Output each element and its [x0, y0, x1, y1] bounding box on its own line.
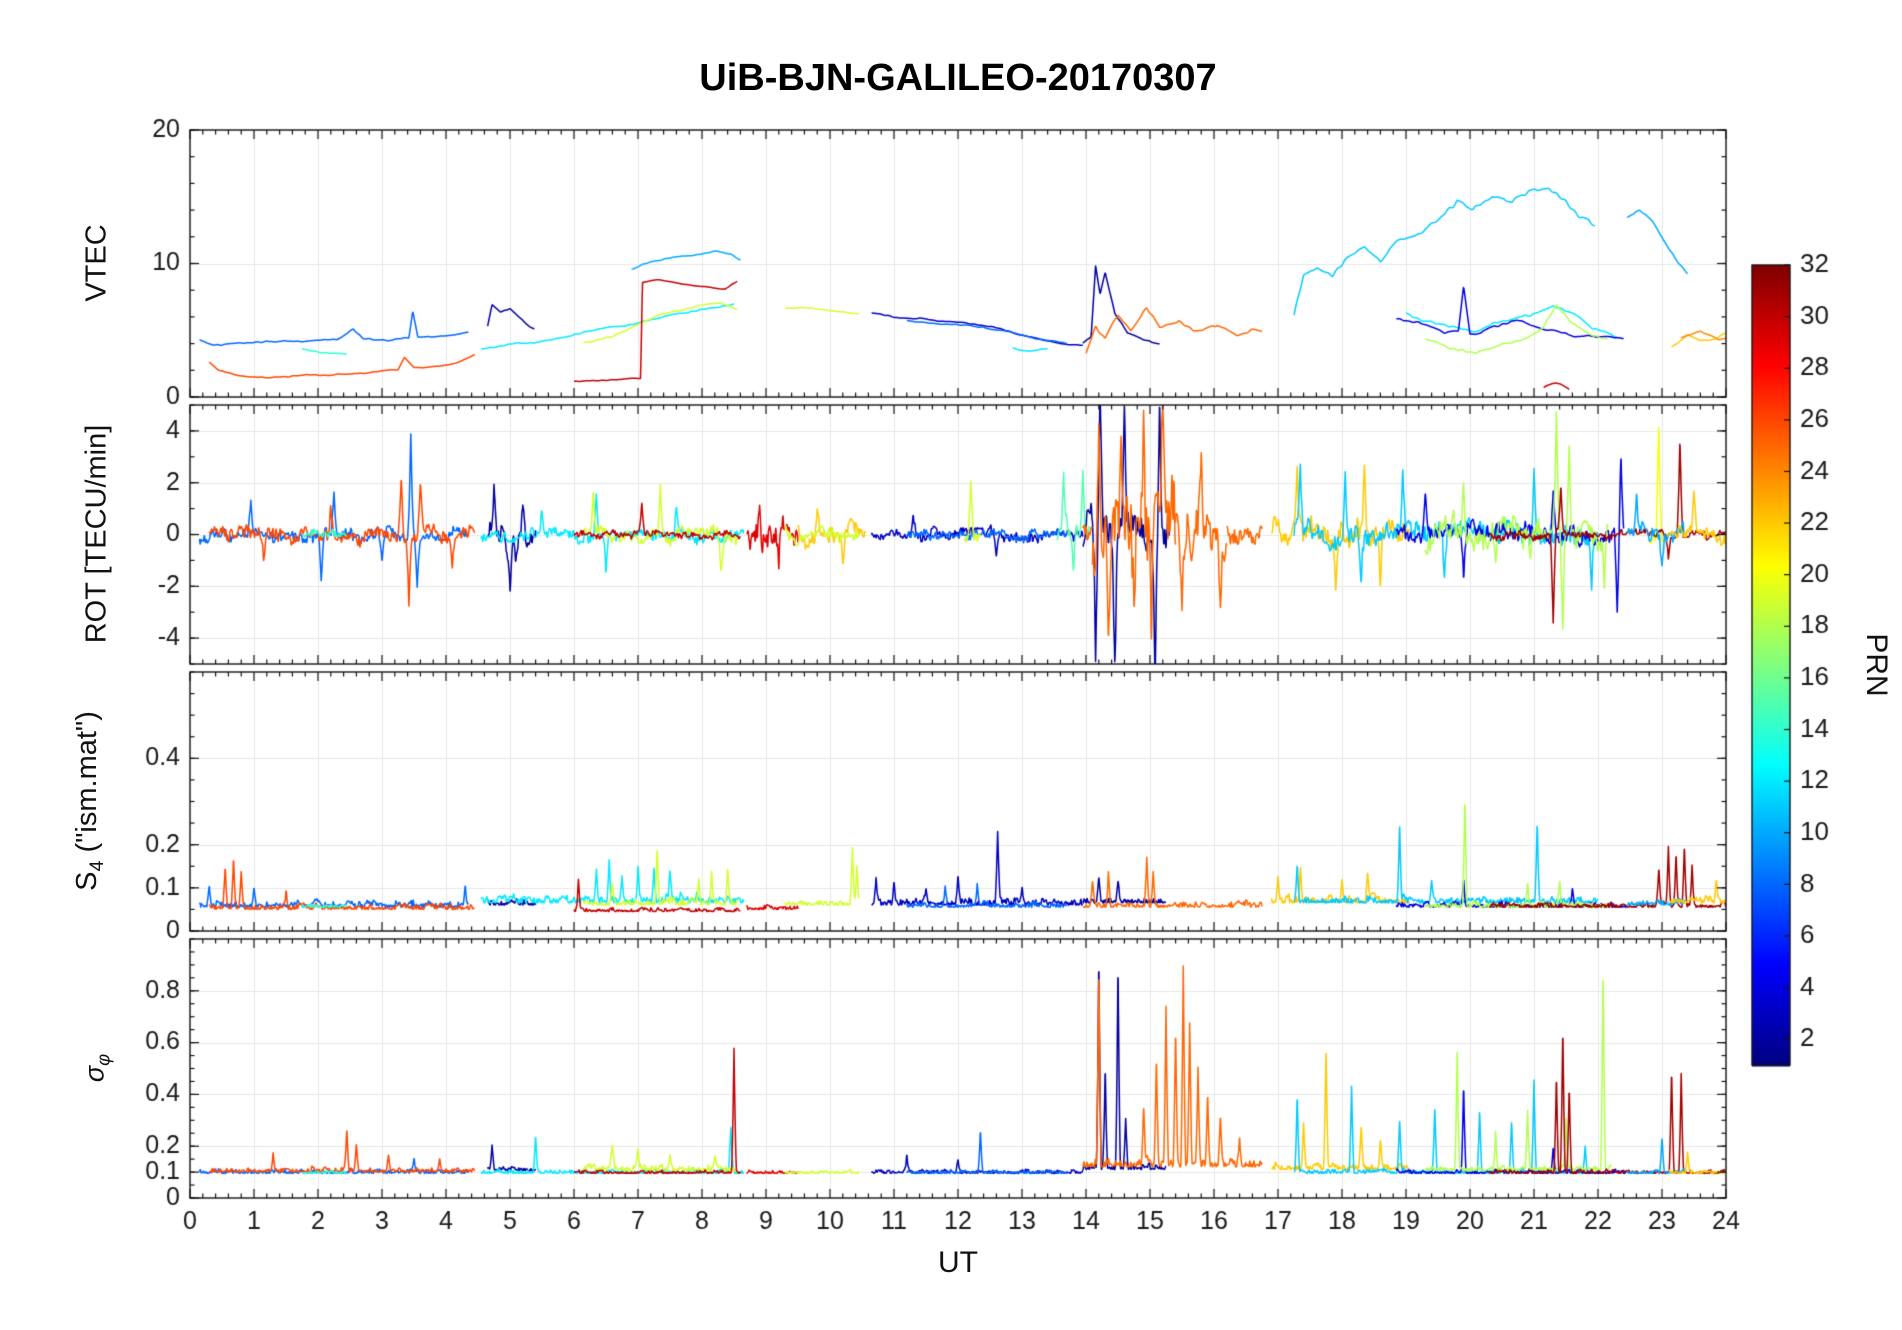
sigma-label-sub: φ [92, 1053, 114, 1066]
colorbar-label: PRN [1860, 633, 1893, 697]
figure-title: UiB-BJN-GALILEO-20170307 [699, 57, 1217, 99]
sigma-phi-axis-label: σφ [79, 1054, 114, 1082]
sigma-label-base: σ [79, 1065, 110, 1083]
s4-axis-label: S4 ("ism.mat") [71, 711, 109, 891]
s4-label-rest: ("ism.mat") [71, 711, 104, 861]
s4-label-base: S [71, 871, 104, 891]
x-axis-label: UT [938, 1246, 978, 1279]
s4-label-sub: 4 [85, 860, 108, 872]
rot-axis-label: ROT [TECU/min] [80, 424, 113, 644]
vtec-axis-label: VTEC [80, 224, 113, 302]
